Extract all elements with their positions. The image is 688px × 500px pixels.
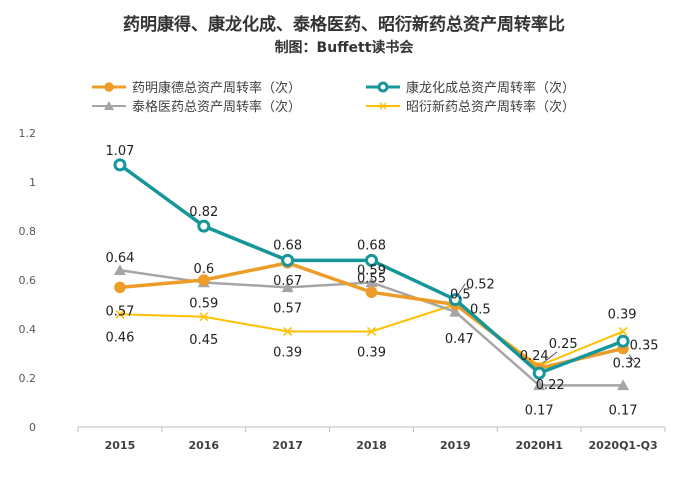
data-point — [365, 286, 378, 298]
label-leader-line — [628, 354, 636, 363]
x-tick-label: 2018 — [356, 439, 387, 452]
data-label: 0.64 — [105, 251, 134, 266]
data-point — [115, 309, 125, 319]
legend-label: 康龙化成总资产周转率（次） — [406, 80, 575, 96]
data-label: 0.35 — [630, 338, 659, 353]
legend-swatch-marker — [104, 82, 114, 92]
x-tick-label: 2016 — [188, 439, 219, 452]
data-label: 1.07 — [105, 144, 134, 159]
data-label: 0.17 — [609, 403, 638, 418]
data-point — [197, 219, 211, 233]
data-label: 0.68 — [273, 238, 302, 253]
y-tick-label: 1 — [29, 176, 36, 189]
data-label: 0.5 — [470, 303, 491, 318]
y-tick-label: 0.4 — [19, 323, 37, 336]
x-tick-label: 2020H1 — [515, 439, 562, 452]
label-leader-line — [542, 351, 558, 364]
y-tick-label: 0 — [29, 421, 36, 434]
legend-label: 昭衍新药总资产周转率（次） — [406, 99, 575, 115]
data-point — [448, 293, 462, 307]
data-point — [198, 274, 210, 286]
data-label: 0.59 — [189, 296, 218, 311]
data-label: 0.57 — [105, 304, 134, 319]
series-layer — [113, 158, 630, 391]
data-label: 0.17 — [525, 403, 554, 418]
data-label: 0.52 — [466, 278, 495, 293]
chart-subtitle: 制图：Buffett读书会 — [275, 39, 415, 56]
legend-item: 药明康德总资产周转率（次） — [92, 80, 301, 96]
label-leader-line — [457, 283, 466, 296]
legend: 药明康德总资产周转率（次） 康龙化成总资产周转率（次） 泰格医药总资产周转率（次） 昭… — [92, 80, 575, 115]
series-1 — [113, 158, 630, 380]
y-tick-label: 0.8 — [19, 225, 37, 238]
data-label: 0.5 — [450, 288, 471, 303]
data-label: 0.47 — [445, 332, 474, 347]
legend-swatch-marker — [379, 102, 387, 110]
y-tick-label: 1.2 — [19, 127, 37, 140]
data-point — [281, 253, 295, 267]
data-point — [114, 281, 126, 294]
data-point — [365, 253, 378, 267]
data-point — [617, 379, 630, 391]
data-point — [113, 264, 126, 275]
data-label: 0.22 — [536, 378, 565, 393]
data-point — [532, 366, 546, 380]
data-label: 0.45 — [189, 333, 218, 348]
legend-item: 昭衍新药总资产周转率（次） — [366, 99, 575, 115]
x-tick-label: 2017 — [272, 439, 303, 452]
data-point — [533, 379, 546, 391]
data-label: 0.32 — [613, 357, 642, 372]
data-point — [113, 158, 127, 172]
x-tick-label: 2019 — [440, 439, 471, 452]
chart-title: 药明康得、康龙化成、泰格医药、昭衍新药总资产周转率比 — [123, 14, 565, 35]
data-point — [616, 334, 630, 348]
data-point — [283, 326, 293, 336]
legend-item: 泰格医药总资产周转率（次） — [92, 99, 301, 115]
data-label: 0.67 — [273, 274, 302, 289]
x-tick-label: 2020Q1-Q3 — [588, 439, 657, 452]
data-label: 0.39 — [357, 345, 386, 360]
data-point — [199, 312, 209, 322]
data-label-layer: 0.57 0.6 0.67 0.55 0.5 0.24 0.32 1.07 0.82 0.68 0.… — [105, 144, 658, 419]
data-label: 0.68 — [357, 238, 386, 253]
data-point — [366, 326, 377, 336]
data-label: 0.39 — [273, 345, 302, 360]
y-tick-label: 0.6 — [19, 274, 37, 287]
data-label: 0.24 — [520, 349, 549, 364]
data-point — [365, 276, 378, 288]
legend-swatch-marker — [104, 101, 114, 110]
data-label: 0.59 — [357, 263, 386, 278]
data-label: 0.25 — [549, 337, 578, 352]
legend-label: 泰格医药总资产周转率（次） — [132, 99, 301, 115]
axes: 2015 2016 2017 2018 2019 2020H1 2020Q1-Q3 0 0.2 0… — [19, 127, 666, 452]
data-point — [618, 326, 628, 336]
data-point — [281, 281, 294, 293]
x-tick-label: 2015 — [105, 439, 136, 452]
legend-item: 康龙化成总资产周转率（次） — [366, 80, 575, 96]
y-tick-label: 0.2 — [19, 372, 37, 385]
legend-swatch-marker — [377, 81, 389, 93]
data-label: 0.55 — [357, 271, 386, 286]
data-label: 0.57 — [273, 301, 302, 316]
data-label: 0.6 — [193, 262, 214, 277]
data-label: 0.39 — [608, 307, 637, 322]
data-point — [449, 305, 462, 317]
data-label: 0.82 — [189, 205, 218, 220]
data-label: 0.46 — [105, 330, 134, 345]
legend-label: 药明康德总资产周转率（次） — [132, 80, 301, 96]
